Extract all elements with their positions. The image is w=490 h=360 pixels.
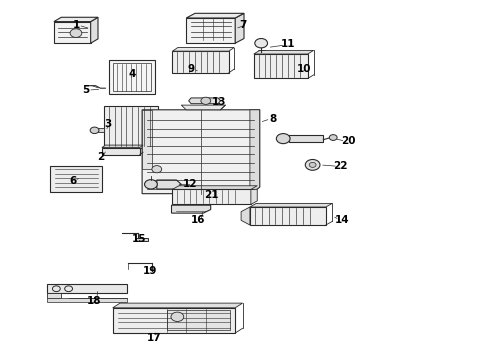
- Polygon shape: [47, 293, 61, 298]
- Text: 14: 14: [335, 215, 349, 225]
- Text: 10: 10: [296, 64, 311, 74]
- Text: 19: 19: [143, 266, 158, 276]
- Circle shape: [329, 135, 337, 140]
- Polygon shape: [186, 13, 244, 18]
- Polygon shape: [157, 180, 181, 189]
- Text: 1: 1: [73, 20, 79, 30]
- Bar: [113, 63, 151, 91]
- Circle shape: [145, 180, 157, 189]
- Polygon shape: [54, 22, 91, 43]
- Polygon shape: [102, 148, 140, 155]
- Polygon shape: [47, 284, 127, 293]
- Text: 15: 15: [131, 234, 146, 244]
- Polygon shape: [142, 110, 152, 169]
- Text: 6: 6: [69, 176, 76, 186]
- Circle shape: [152, 166, 162, 173]
- Circle shape: [309, 162, 316, 167]
- Text: 18: 18: [87, 296, 101, 306]
- Text: 4: 4: [128, 69, 136, 79]
- Circle shape: [171, 312, 184, 321]
- Bar: [254, 54, 308, 78]
- Bar: [172, 51, 229, 73]
- Polygon shape: [172, 48, 234, 51]
- Polygon shape: [254, 50, 314, 54]
- Circle shape: [201, 97, 211, 104]
- Polygon shape: [250, 110, 260, 194]
- Polygon shape: [50, 166, 102, 192]
- Polygon shape: [167, 310, 230, 330]
- Polygon shape: [186, 18, 235, 43]
- Polygon shape: [251, 189, 257, 204]
- Polygon shape: [54, 17, 98, 22]
- Polygon shape: [98, 128, 104, 132]
- Text: 16: 16: [191, 215, 206, 225]
- Text: 7: 7: [239, 20, 246, 30]
- Polygon shape: [47, 298, 127, 302]
- Text: 9: 9: [188, 64, 195, 74]
- Polygon shape: [136, 238, 148, 241]
- Text: 13: 13: [212, 96, 227, 107]
- Bar: [109, 60, 155, 94]
- Text: 2: 2: [97, 152, 104, 162]
- Circle shape: [90, 127, 99, 134]
- Text: 11: 11: [280, 39, 295, 49]
- Text: 21: 21: [204, 190, 219, 200]
- Bar: [172, 189, 251, 204]
- Polygon shape: [102, 145, 143, 148]
- Text: 12: 12: [183, 179, 197, 189]
- Circle shape: [276, 134, 290, 144]
- Polygon shape: [250, 203, 332, 207]
- Polygon shape: [91, 17, 98, 43]
- Text: 17: 17: [147, 333, 162, 343]
- Text: 22: 22: [333, 161, 348, 171]
- Circle shape: [255, 39, 268, 48]
- Polygon shape: [172, 186, 257, 189]
- Polygon shape: [113, 303, 243, 308]
- Polygon shape: [289, 135, 323, 142]
- Text: 5: 5: [82, 85, 89, 95]
- Bar: [250, 207, 326, 225]
- Bar: [104, 106, 158, 148]
- Polygon shape: [113, 308, 235, 333]
- Polygon shape: [142, 110, 260, 194]
- Polygon shape: [181, 105, 225, 110]
- Circle shape: [70, 29, 82, 37]
- Polygon shape: [189, 98, 220, 104]
- Text: 3: 3: [104, 119, 111, 129]
- Polygon shape: [235, 13, 244, 43]
- Circle shape: [305, 159, 320, 170]
- Text: 20: 20: [341, 136, 355, 146]
- Text: 8: 8: [270, 114, 276, 124]
- Polygon shape: [241, 207, 250, 225]
- Polygon shape: [172, 205, 211, 213]
